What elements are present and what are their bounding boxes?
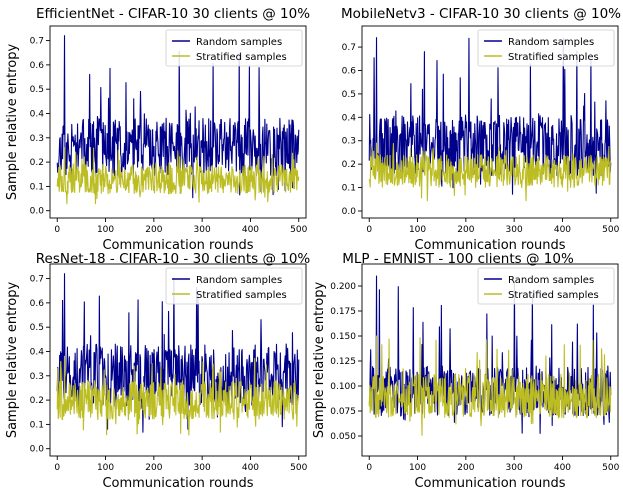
y-tick-label: 0.200 (330, 282, 356, 292)
legend-box (477, 29, 615, 67)
y-tick-label: 0.0 (30, 207, 45, 217)
legend-label-stratified: Stratified samples (196, 52, 287, 63)
y-tick-label: 0.4 (30, 347, 45, 357)
y-tick-label: 0.1 (30, 182, 44, 192)
x-tick-label: 100 (409, 225, 426, 235)
x-axis-label: Communication rounds (102, 238, 253, 253)
chart-panel-2: 0 100 200 300 400 500 0.0 0.1 0.2 0.3 0.4 0.5 0.6 0.7… (341, 6, 621, 253)
y-tick-label: 0.7 (30, 37, 44, 47)
y-tick-label: 0.4 (30, 109, 45, 119)
x-tick-label: 300 (194, 463, 211, 473)
x-tick-label: 400 (554, 463, 571, 473)
x-tick-label: 0 (366, 463, 372, 473)
chart-panel-3: 0 100 200 300 400 500 0.0 0.1 0.2 0.3 0.4 0.5 0.6 0.7… (5, 251, 310, 491)
y-tick-label: 0.0 (342, 207, 357, 217)
y-tick-label: 0.6 (342, 66, 357, 76)
x-tick-label: 500 (290, 463, 307, 473)
series-line-stratified (56, 355, 300, 436)
x-tick-label: 200 (145, 225, 162, 235)
legend-label-random: Random samples (196, 275, 282, 286)
y-tick-label: 0.1 (342, 184, 356, 194)
y-tick-label: 0.0 (30, 445, 45, 455)
y-tick-label: 0.6 (30, 61, 45, 71)
x-tick-label: 400 (242, 463, 259, 473)
y-tick-label: 0.075 (330, 407, 356, 417)
y-tick-label: 0.100 (330, 382, 356, 392)
legend-label-stratified: Stratified samples (196, 290, 287, 301)
x-tick-label: 400 (242, 225, 259, 235)
legend-label-stratified: Stratified samples (508, 290, 599, 301)
y-tick-label: 0.1 (30, 420, 44, 430)
y-tick-label: 0.6 (30, 299, 45, 309)
y-tick-label: 0.7 (342, 43, 356, 53)
series-line-stratified (56, 146, 300, 205)
y-tick-label: 0.4 (342, 113, 357, 123)
legend-box (165, 29, 303, 67)
x-tick-label: 300 (506, 463, 523, 473)
x-tick-label: 100 (97, 463, 114, 473)
chart-title: MLP - EMNIST - 100 clients @ 10% (342, 251, 574, 267)
y-tick-label: 0.3 (30, 134, 44, 144)
legend-label-random: Random samples (508, 37, 594, 48)
plot-frame (361, 25, 619, 219)
legend-box (165, 267, 303, 305)
y-tick-label: 0.125 (330, 357, 356, 367)
x-axis-label: Communication rounds (414, 238, 565, 253)
x-tick-label: 200 (457, 463, 474, 473)
x-tick-label: 300 (506, 225, 523, 235)
x-tick-label: 200 (457, 225, 474, 235)
series-line-random (56, 35, 300, 199)
series-line-random (368, 37, 612, 195)
y-tick-label: 0.150 (330, 332, 356, 342)
y-tick-label: 0.5 (30, 323, 44, 333)
y-tick-label: 0.3 (30, 372, 44, 382)
chart-panel-1: 0 100 200 300 400 500 0.0 0.1 0.2 0.3 0.4 0.5 0.6 0.7… (5, 6, 310, 253)
x-tick-label: 100 (409, 463, 426, 473)
plot-frame (361, 263, 619, 457)
legend-box (477, 267, 615, 305)
x-tick-label: 500 (602, 225, 619, 235)
y-tick-label: 0.050 (330, 432, 356, 442)
chart-panel-4: 0 100 200 300 400 500 0.050 0.075 0.100 0.125 0.15… (312, 251, 620, 491)
y-axis-label: Sample relative entropy (5, 282, 20, 439)
legend-label-stratified: Stratified samples (508, 52, 599, 63)
y-tick-label: 0.2 (342, 160, 356, 170)
legend-label-random: Random samples (196, 37, 282, 48)
x-tick-label: 500 (290, 225, 307, 235)
y-tick-label: 0.3 (342, 137, 356, 147)
y-axis-label: Sample relative entropy (312, 282, 327, 439)
y-tick-label: 0.2 (30, 158, 44, 168)
x-tick-label: 0 (54, 225, 60, 235)
x-tick-label: 300 (194, 225, 211, 235)
x-tick-label: 0 (366, 225, 372, 235)
y-axis-label: Sample relative entropy (5, 44, 20, 201)
chart-title: MobileNetv3 - CIFAR-10 30 clients @ 10% (341, 6, 621, 22)
series-line-stratified (368, 142, 612, 202)
x-axis-label: Communication rounds (414, 476, 565, 491)
x-tick-label: 100 (97, 225, 114, 235)
plot-frame (49, 263, 307, 457)
x-tick-label: 400 (554, 225, 571, 235)
series-line-stratified (368, 335, 612, 436)
chart-title: EfficientNet - CIFAR-10 30 clients @ 10% (36, 6, 310, 22)
y-tick-label: 0.7 (30, 275, 44, 285)
y-tick-label: 0.5 (30, 85, 44, 95)
chart-title: ResNet-18 - CIFAR-10 - 30 clients @ 10% (36, 251, 311, 267)
x-tick-label: 200 (145, 463, 162, 473)
legend-label-random: Random samples (508, 275, 594, 286)
x-axis-label: Communication rounds (102, 476, 253, 491)
y-tick-label: 0.175 (330, 307, 356, 317)
x-tick-label: 500 (602, 463, 619, 473)
y-tick-label: 0.2 (30, 396, 44, 406)
plot-frame (49, 25, 307, 219)
y-tick-label: 0.5 (342, 90, 356, 100)
x-tick-label: 0 (54, 463, 60, 473)
